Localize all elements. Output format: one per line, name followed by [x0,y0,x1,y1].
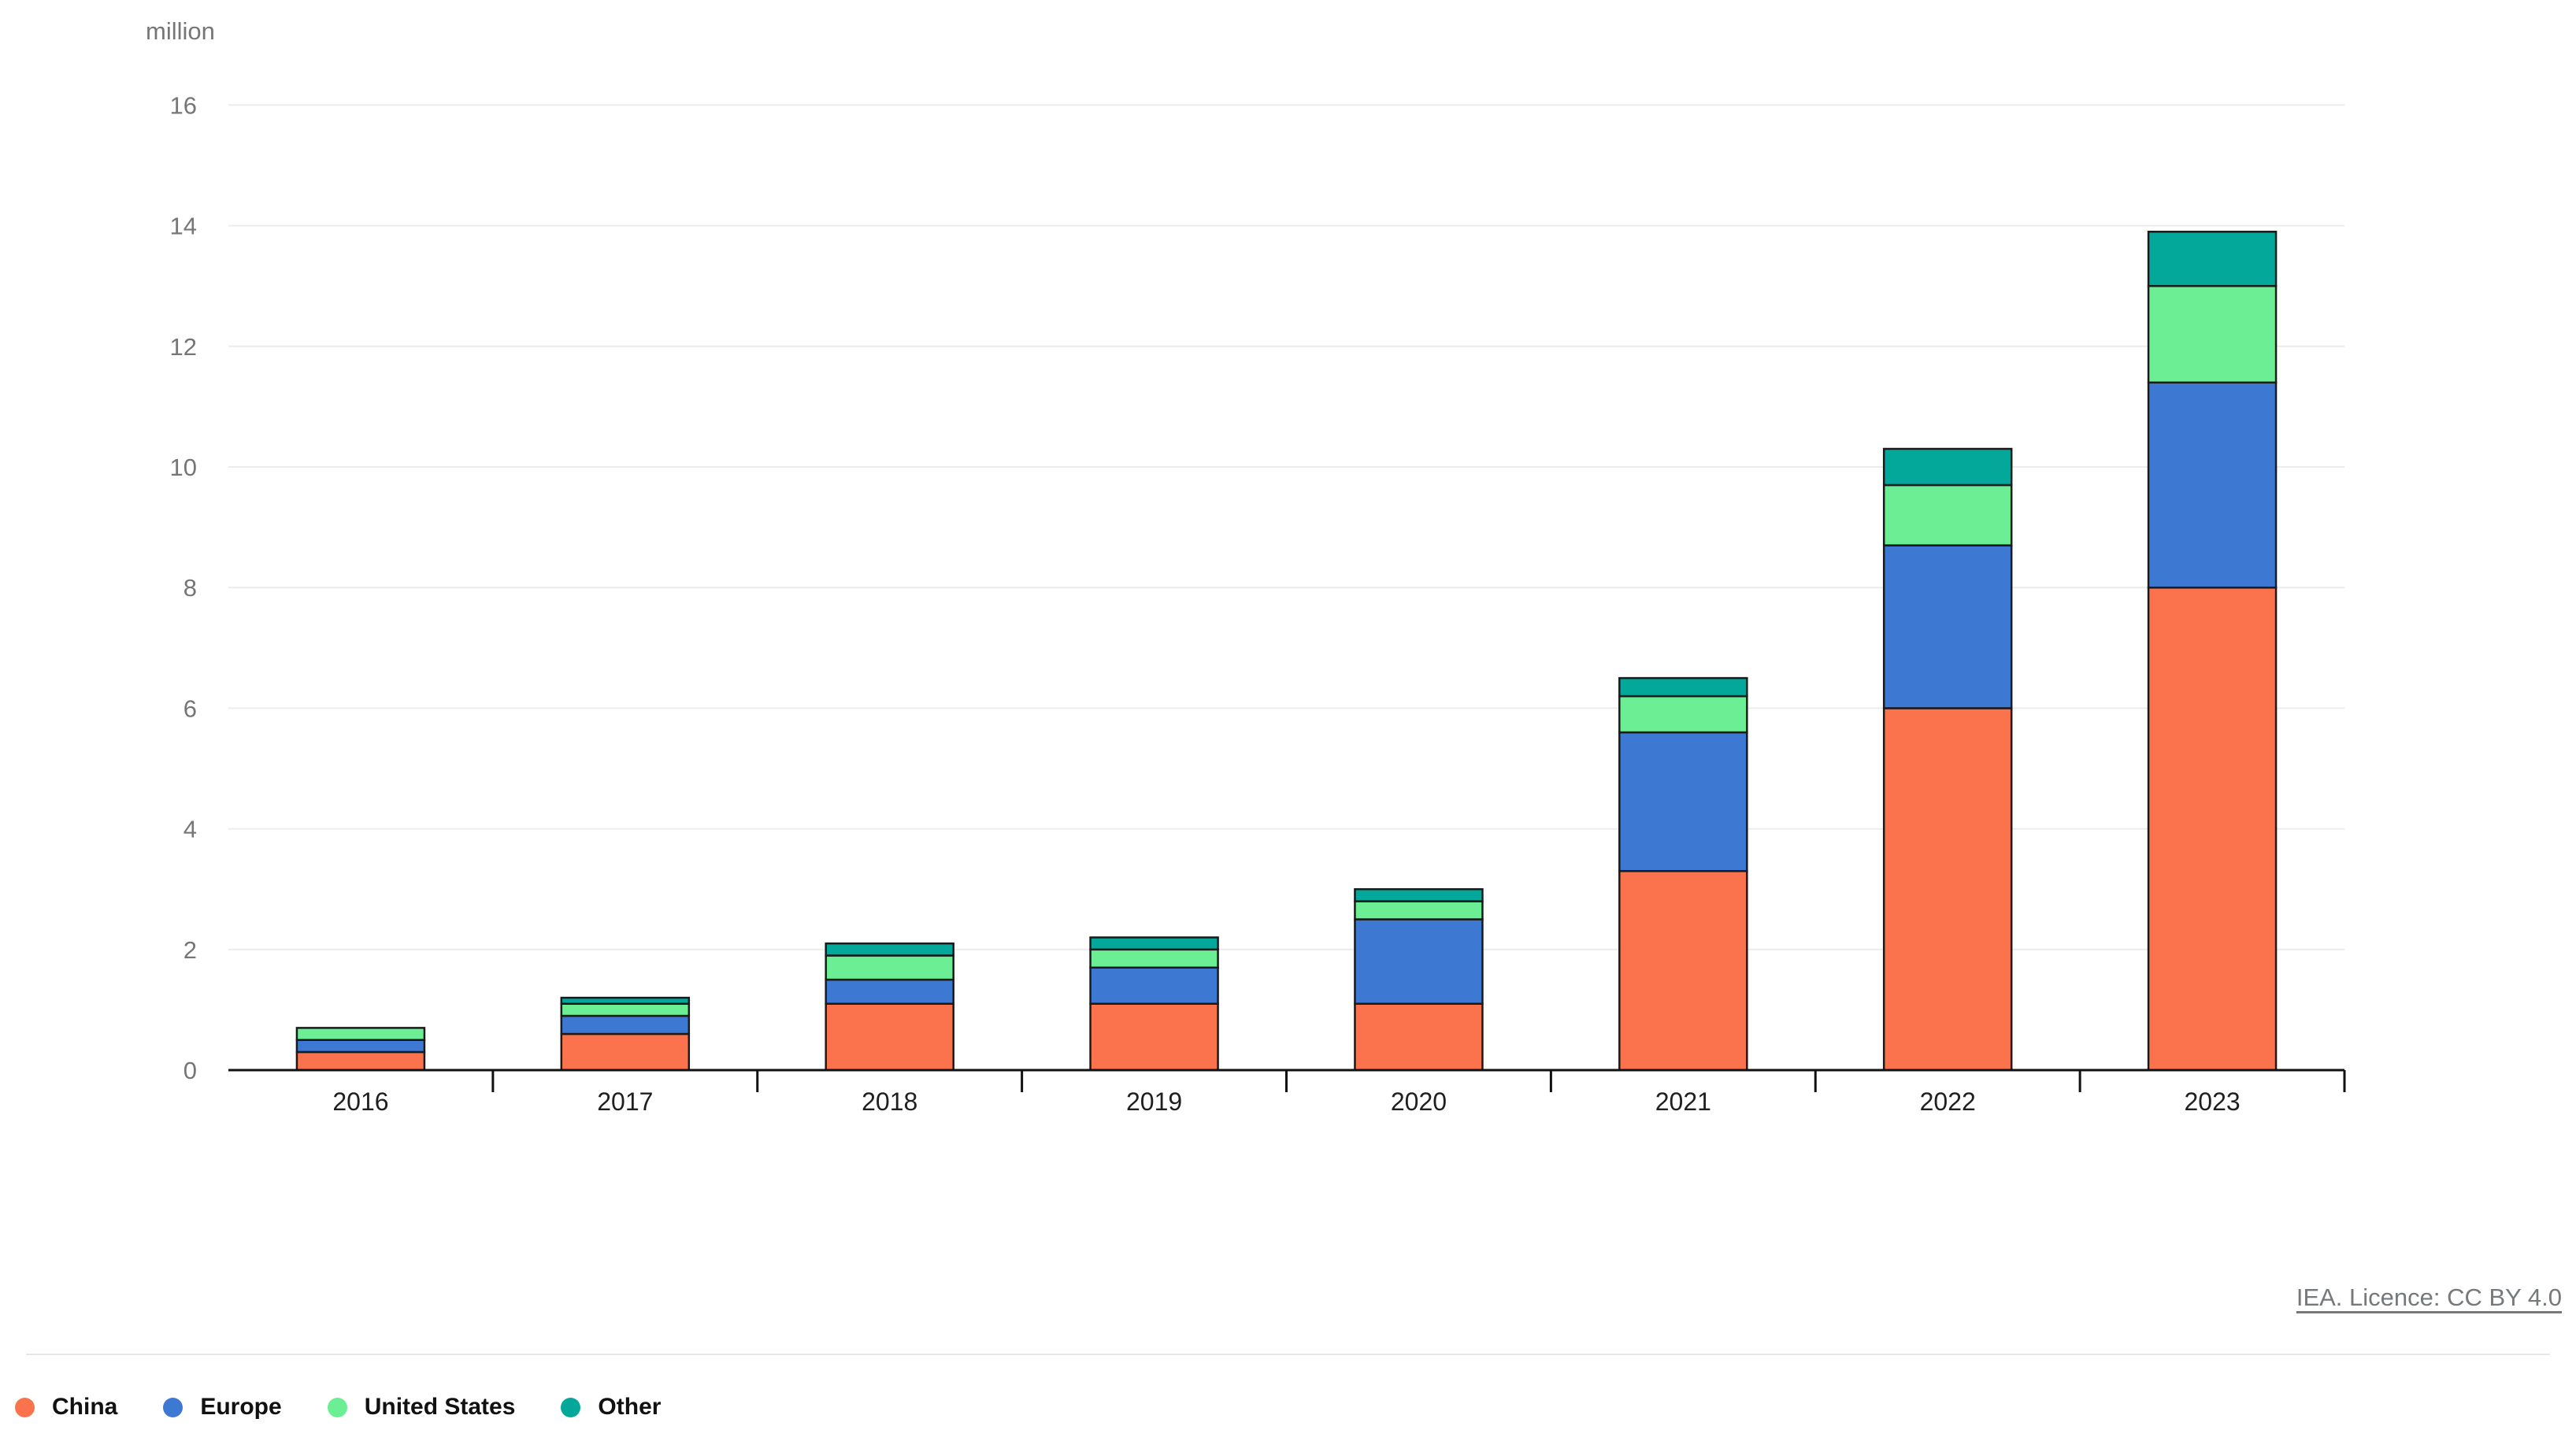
bar-segment-united-states-2022[interactable] [1882,483,2013,546]
x-axis-label-2018: 2018 [862,1087,917,1116]
bar-segment-united-states-2023[interactable] [2147,284,2278,384]
x-axis-label-2023: 2023 [2184,1087,2240,1116]
bar-segment-united-states-2018[interactable] [825,954,954,981]
bar-segment-other-2022[interactable] [1882,447,2013,487]
bar-segment-europe-2016[interactable] [295,1039,426,1054]
bar-segment-other-2017[interactable] [560,996,691,1005]
bar-segment-other-2020[interactable] [1354,887,1484,902]
bar-segment-china-2021[interactable] [1618,869,1748,1072]
legend-item-united-states[interactable]: United States [327,1394,516,1421]
bar-segment-europe-2019[interactable] [1089,966,1219,1005]
y-axis-tick-label: 12 [170,333,197,361]
bar-segment-china-2022[interactable] [1882,707,2013,1072]
x-axis-label-2016: 2016 [332,1087,388,1116]
x-axis-tick [1549,1070,1552,1092]
bar-segment-europe-2020[interactable] [1354,918,1484,1005]
bar-segment-europe-2023[interactable] [2147,381,2278,589]
bar-segment-china-2023[interactable] [2147,586,2278,1072]
x-axis-label-2021: 2021 [1655,1087,1711,1116]
bar-segment-other-2023[interactable] [2147,231,2278,287]
bar-segment-united-states-2021[interactable] [1618,695,1748,734]
x-axis-tick [1285,1070,1288,1092]
bar-segment-other-2021[interactable] [1618,676,1748,698]
legend-label-europe: Europe [200,1394,282,1420]
legend-divider [26,1354,2550,1355]
y-axis-unit-label: million [146,17,215,45]
legend-dot-china [15,1397,35,1417]
x-axis-label-2022: 2022 [1920,1087,1976,1116]
bar-segment-other-2019[interactable] [1089,936,1219,951]
attribution-link[interactable]: IEA. Licence: CC BY 4.0 [2296,1284,2562,1311]
x-axis-label-2020: 2020 [1391,1087,1447,1116]
stacked-bar-chart-plot: million 0 2 4 6 8 10 12 14 16 2016 2017 2018 2019 2020… [146,17,2346,1116]
legend-label-china: China [52,1394,118,1420]
bar-segment-united-states-2020[interactable] [1354,900,1484,921]
y-axis-tick-label: 16 [170,91,197,119]
x-axis-label-2019: 2019 [1126,1087,1182,1116]
legend-dot-united-states [327,1397,347,1417]
legend-label-other: Other [598,1394,662,1420]
x-axis-tick [756,1070,759,1092]
x-axis-label-2017: 2017 [597,1087,653,1116]
legend-dot-europe [163,1397,183,1417]
bar-segment-united-states-2017[interactable] [560,1002,691,1017]
bar-segment-europe-2022[interactable] [1882,544,2013,709]
legend-item-europe[interactable]: Europe [163,1394,282,1421]
legend-label-united-states: United States [364,1394,516,1420]
bar-segment-china-2017[interactable] [560,1032,691,1072]
chart-legend: China Europe United States Other [15,1394,661,1421]
legend-item-china[interactable]: China [15,1394,117,1421]
bar-segment-china-2020[interactable] [1354,1002,1484,1072]
bar-segment-united-states-2016[interactable] [295,1027,426,1041]
y-axis-tick-label: 4 [183,816,197,843]
y-axis-tick-label: 6 [183,695,197,722]
bar-segment-china-2019[interactable] [1089,1002,1219,1072]
bar-segment-other-2018[interactable] [825,942,954,957]
y-axis-tick-label: 2 [183,936,197,964]
y-axis-tick-label: 14 [170,213,197,240]
bar-segment-europe-2017[interactable] [560,1014,691,1035]
y-axis-tick-label: 8 [183,574,197,602]
bar-segment-china-2018[interactable] [825,1002,954,1072]
x-axis-tick [491,1070,495,1092]
bar-segment-europe-2018[interactable] [825,978,954,1005]
bar-segment-united-states-2019[interactable] [1089,948,1219,969]
y-axis-tick-label: 10 [170,454,197,481]
legend-dot-other [561,1397,581,1417]
x-axis-tick [2343,1070,2346,1092]
y-axis-tick-label: 0 [183,1057,197,1084]
x-axis-tick [1814,1070,1817,1092]
legend-item-other[interactable]: Other [561,1394,661,1421]
bar-segment-europe-2021[interactable] [1618,731,1748,872]
x-axis-tick [1021,1070,1024,1092]
bar-segment-china-2016[interactable] [295,1050,426,1072]
x-axis-tick [2078,1070,2081,1092]
